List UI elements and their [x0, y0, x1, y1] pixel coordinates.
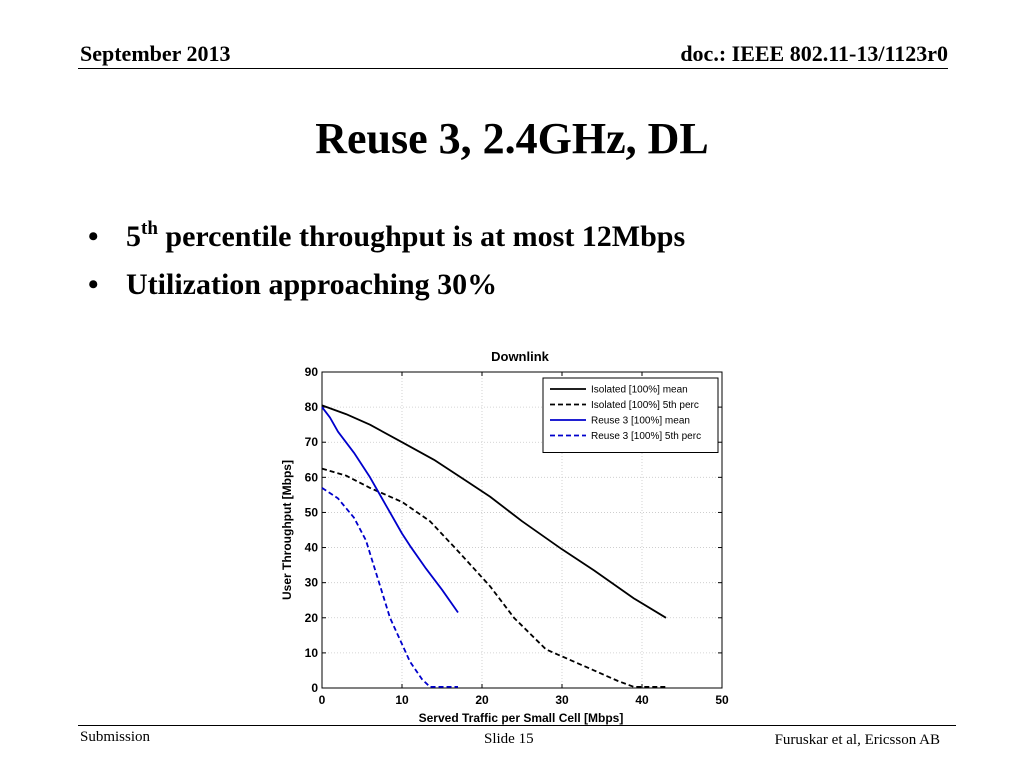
bullet-text: Utilization approaching 30% — [126, 268, 498, 301]
header-divider — [78, 68, 948, 69]
series-line-1 — [321, 404, 667, 619]
header-doc-id: doc.: IEEE 802.11-13/1123r0 — [680, 41, 948, 66]
y-tick-label: 40 — [305, 541, 319, 555]
footer-authors: Furuskar et al, Ericsson AB — [774, 732, 940, 748]
header-date: September 2013 — [80, 41, 231, 66]
series-line-2 — [321, 467, 666, 688]
bullet-list: • 5th percentile throughput is at most 12… — [88, 218, 686, 316]
y-tick-label: 30 — [305, 576, 319, 590]
series-line-4 — [321, 487, 458, 688]
x-tick-label: 0 — [319, 693, 326, 707]
bullet-dot-icon: • — [88, 268, 99, 301]
y-tick-label: 70 — [305, 435, 319, 449]
legend-label-4: Reuse 3 [100%] 5th perc — [591, 431, 701, 442]
y-tick-label: 80 — [305, 400, 319, 414]
plot-frame — [321, 371, 723, 689]
legend-label-3: Reuse 3 [100%] mean — [591, 416, 690, 427]
series-line-3 — [321, 406, 459, 614]
x-tick-label: 10 — [395, 693, 409, 707]
x-axis-label: Served Traffic per Small Cell [Mbps] — [419, 711, 624, 725]
y-tick-label: 20 — [305, 611, 319, 625]
footer-divider — [78, 725, 956, 726]
bullet-item: • 5th percentile throughput is at most 12… — [88, 218, 686, 268]
bullet-text: percentile throughput is at most 12Mbps — [157, 220, 686, 253]
x-tick-label: 40 — [635, 693, 649, 707]
y-tick-label: 0 — [311, 681, 318, 695]
x-tick-label: 20 — [475, 693, 489, 707]
slide-title: Reuse 3, 2.4GHz, DL — [315, 114, 709, 163]
x-tick-label: 50 — [715, 693, 729, 707]
legend-box — [542, 377, 719, 453]
footer-slide-number: Slide 15 — [484, 731, 534, 747]
bullet-item: • Utilization approaching 30% — [88, 268, 685, 316]
x-tick-label: 30 — [555, 693, 569, 707]
legend-label-1: Isolated [100%] mean — [591, 385, 688, 396]
y-tick-label: 60 — [305, 470, 319, 484]
y-tick-label: 50 — [305, 505, 319, 519]
legend-label-2: Isolated [100%] 5th perc — [591, 400, 699, 411]
chart-title: Downlink — [491, 349, 550, 364]
y-tick-label: 90 — [305, 365, 319, 379]
footer-submission: Submission — [80, 729, 151, 745]
bullet-dot-icon: • — [88, 220, 99, 253]
bullet-prefix: 5 — [126, 220, 141, 253]
bullet-superscript: th — [141, 218, 158, 239]
y-tick-label: 10 — [305, 646, 319, 660]
y-axis-label: User Throughput [Mbps] — [280, 460, 294, 600]
